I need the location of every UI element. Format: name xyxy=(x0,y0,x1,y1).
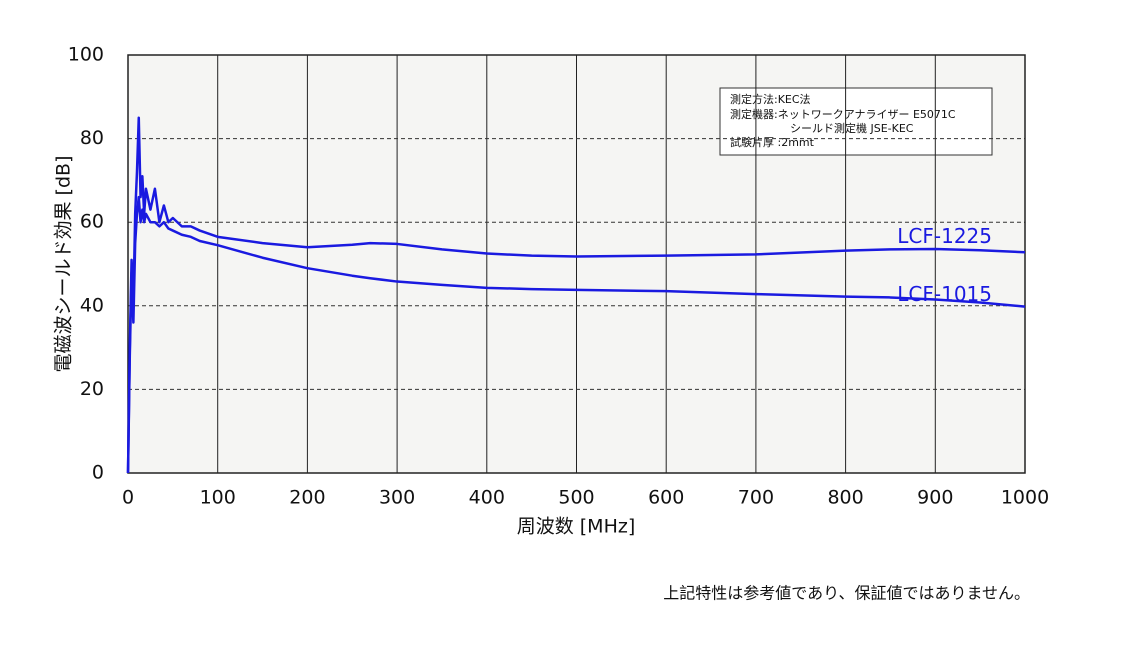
x-tick-label: 500 xyxy=(558,487,594,509)
x-axis-label: 周波数 [MHz] xyxy=(517,516,636,538)
x-tick-label: 600 xyxy=(648,487,684,509)
x-tick-label: 0 xyxy=(122,487,134,509)
y-tick-label: 20 xyxy=(80,378,104,400)
x-tick-label: 1000 xyxy=(1001,487,1049,509)
series-label: LCF-1015 xyxy=(897,282,992,306)
y-tick-label: 40 xyxy=(80,294,104,316)
x-tick-label: 200 xyxy=(289,487,325,509)
annotation: 試験片厚 :2mmt xyxy=(730,135,815,149)
series-line xyxy=(126,195,1026,474)
x-tick-label: 800 xyxy=(827,487,863,509)
y-tick-label: 0 xyxy=(92,462,104,484)
footnote: 上記特性は参考値であり、保証値ではありません。 xyxy=(663,584,1030,603)
y-axis-label: 電磁波シールド効果 [dB] xyxy=(53,156,75,373)
y-tick-label: 100 xyxy=(68,44,104,66)
x-tick-label: 700 xyxy=(738,487,774,509)
x-tick-label: 300 xyxy=(379,487,415,509)
y-tick-label: 60 xyxy=(80,211,104,233)
annotation: シールド測定機 JSE-KEC xyxy=(790,121,914,135)
x-tick-label: 400 xyxy=(469,487,505,509)
annotation: 測定機器:ネットワークアナライザー E5071C xyxy=(730,107,956,121)
annotation: 測定方法:KEC法 xyxy=(730,92,811,106)
series-line xyxy=(126,116,1026,474)
series-label: LCF-1225 xyxy=(897,224,992,248)
y-tick-label: 80 xyxy=(80,127,104,149)
x-tick-label: 100 xyxy=(200,487,236,509)
x-tick-label: 900 xyxy=(917,487,953,509)
plot-frame xyxy=(127,54,1026,474)
annotation-box xyxy=(719,87,993,156)
